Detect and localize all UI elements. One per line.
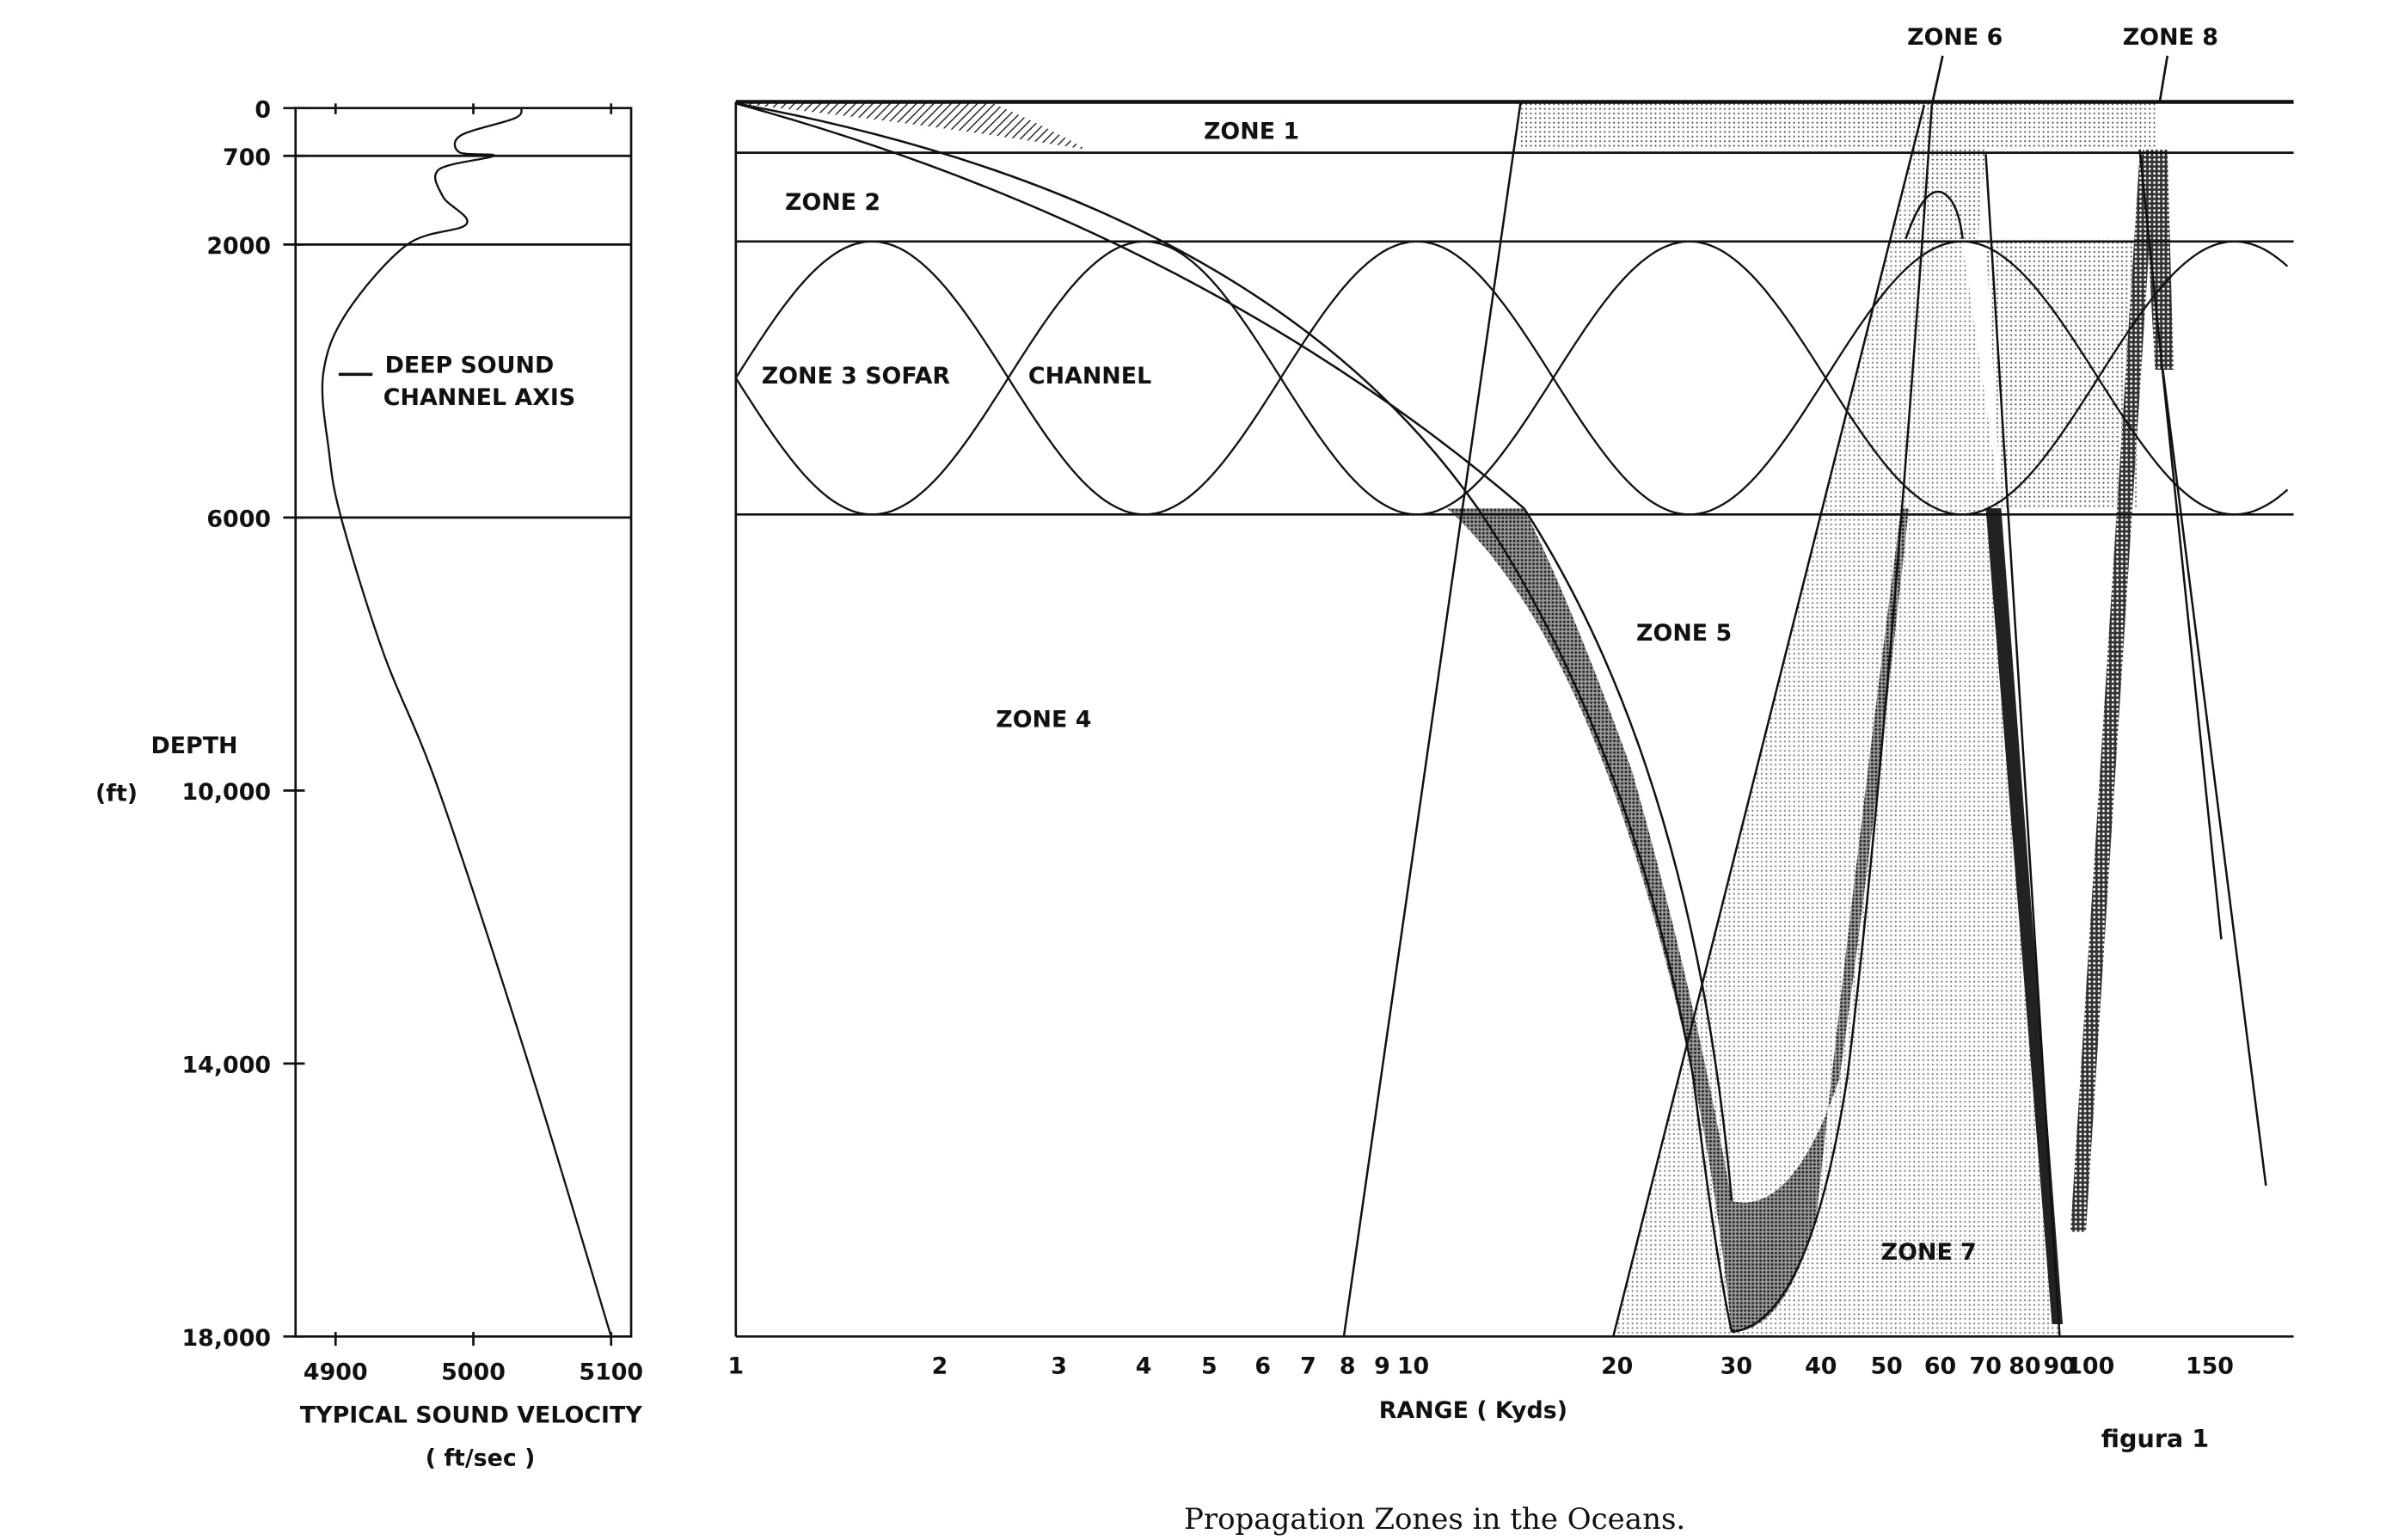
x-tick-label: 4900: [304, 1359, 368, 1385]
ray-path: [735, 102, 1733, 1201]
ray-path: [735, 102, 1733, 1333]
sofar-ray: [734, 240, 2289, 516]
zone1-hatch: [735, 103, 1087, 150]
right-layer-lines: [734, 100, 2294, 1338]
zone7-dark-band: [1985, 508, 2064, 1325]
range-tick-label: 80: [2009, 1353, 2040, 1379]
range-tick-label: 50: [1870, 1353, 1902, 1379]
depth-label: DEPTH: [150, 733, 237, 759]
zone8-label: ZONE 8: [2123, 24, 2218, 51]
x-tick-label: 5100: [579, 1359, 643, 1385]
range-tick-label: 10: [1397, 1353, 1429, 1379]
range-tick-label: 4: [1136, 1353, 1152, 1379]
channel-label: CHANNEL: [1028, 363, 1151, 390]
zone8-crosshatch-band: [2070, 154, 2156, 1232]
range-tick-label: 20: [1601, 1353, 1633, 1379]
zone1-label: ZONE 1: [1204, 118, 1299, 144]
figure-label: figura 1: [2101, 1424, 2209, 1453]
zone8-pointer: [2158, 55, 2169, 102]
x-tick-label: 5000: [441, 1359, 506, 1385]
ray-path: [1905, 190, 1964, 240]
velocity-label: TYPICAL SOUND VELOCITY: [300, 1402, 642, 1429]
left-layer-lines: [295, 154, 632, 519]
figure-caption: Propagation Zones in the Oceans.: [1184, 1502, 1685, 1537]
velocity-profile-panel: 0 700 2000 6000 10,000 14,000 18,000 4900 5000 5…: [95, 96, 643, 1471]
annotation-line1: DEEP SOUND: [385, 353, 555, 379]
range-tick-label: 8: [1340, 1353, 1356, 1379]
sound-velocity-curve: [321, 107, 612, 1337]
ray-path: [1731, 104, 1934, 1334]
zone4-label: ZONE 4: [996, 706, 1091, 733]
y-tick-label: 10,000: [182, 779, 272, 806]
zone-shadings: [735, 101, 2174, 1337]
zone3-label: ZONE 3 SOFAR: [762, 363, 951, 390]
y-tick-label: 0: [255, 96, 271, 123]
zone5-label: ZONE 5: [1636, 620, 1732, 647]
y-tick-label: 18,000: [182, 1325, 272, 1352]
range-tick-label: 40: [1805, 1353, 1837, 1379]
left-frame: [294, 107, 633, 1338]
sofar-ray: [734, 240, 2289, 516]
range-tick-label: 90: [2044, 1353, 2076, 1379]
y-tick-label: 2000: [206, 233, 271, 260]
range-label: RANGE ( Kyds): [1379, 1397, 1567, 1424]
sofar-ray-paths: [734, 240, 2289, 516]
zone6-pointer: [1930, 55, 1944, 106]
range-tick-label: 60: [1924, 1353, 1956, 1379]
ray-paths: [735, 100, 2267, 1337]
range-tick-label: 9: [1374, 1353, 1390, 1379]
left-x-ticks: 4900 5000 5100: [304, 103, 643, 1385]
ray-path: [2162, 369, 2267, 1187]
y-tick-label: 6000: [206, 506, 271, 533]
depth-unit-label: (ft): [95, 780, 138, 807]
ray-path: [2138, 149, 2223, 940]
zone7-stipple: [1613, 105, 2060, 1337]
zone8-upper-band: [2143, 150, 2174, 371]
ray-path: [1612, 104, 1926, 1337]
range-tick-label: 150: [2186, 1353, 2234, 1379]
range-tick-label: 100: [2066, 1353, 2114, 1379]
zone7-label: ZONE 7: [1881, 1239, 1977, 1266]
ray-path: [1984, 154, 2061, 1337]
velocity-unit-label: ( ft/sec ): [426, 1445, 536, 1472]
y-tick-label: 700: [223, 144, 271, 171]
zone6-label: ZONE 6: [1907, 24, 2003, 51]
ray-path: [1342, 100, 1523, 1337]
range-tick-label: 2: [932, 1353, 948, 1379]
range-tick-label: 1: [727, 1353, 744, 1379]
zone5-upper-stipple: [1985, 238, 2144, 509]
annotation-line2: CHANNEL AXIS: [383, 384, 575, 411]
y-tick-label: 14,000: [182, 1052, 272, 1079]
range-tick-label: 3: [1051, 1353, 1067, 1379]
zone1-stipple: [1520, 101, 2156, 239]
range-tick-label: 5: [1201, 1353, 1218, 1379]
range-tick-label: 6: [1254, 1353, 1271, 1379]
range-tick-label: 7: [1300, 1353, 1316, 1379]
range-tick-label: 70: [1970, 1353, 2002, 1379]
zone2-label: ZONE 2: [785, 189, 880, 216]
range-tick-label: 30: [1720, 1353, 1752, 1379]
left-y-ticks: 0 700 2000 6000 10,000 14,000 18,000: [182, 96, 305, 1352]
